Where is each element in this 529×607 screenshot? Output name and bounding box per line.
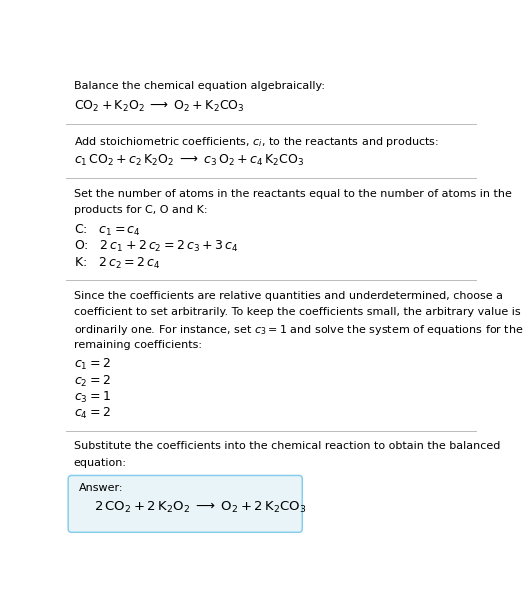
Text: $c_2 = 2$: $c_2 = 2$ xyxy=(74,373,110,388)
Text: remaining coefficients:: remaining coefficients: xyxy=(74,339,202,350)
Text: $c_1 = 2$: $c_1 = 2$ xyxy=(74,358,110,373)
Text: products for C, O and K:: products for C, O and K: xyxy=(74,205,207,215)
Text: O:   $2\,c_1 + 2\,c_2 = 2\,c_3 + 3\,c_4$: O: $2\,c_1 + 2\,c_2 = 2\,c_3 + 3\,c_4$ xyxy=(74,239,238,254)
Text: $c_3 = 1$: $c_3 = 1$ xyxy=(74,390,111,405)
Text: Set the number of atoms in the reactants equal to the number of atoms in the: Set the number of atoms in the reactants… xyxy=(74,189,512,199)
Text: K:   $2\,c_2 = 2\,c_4$: K: $2\,c_2 = 2\,c_4$ xyxy=(74,256,160,271)
Text: ordinarily one. For instance, set $c_3 = 1$ and solve the system of equations fo: ordinarily one. For instance, set $c_3 =… xyxy=(74,324,523,337)
Text: $\mathrm{CO_2 + K_2O_2 \;\longrightarrow\; O_2 + K_2CO_3}$: $\mathrm{CO_2 + K_2O_2 \;\longrightarrow… xyxy=(74,99,244,114)
Text: Balance the chemical equation algebraically:: Balance the chemical equation algebraica… xyxy=(74,81,324,91)
Text: equation:: equation: xyxy=(74,458,126,467)
Text: Since the coefficients are relative quantities and underdetermined, choose a: Since the coefficients are relative quan… xyxy=(74,291,503,301)
Text: Answer:: Answer: xyxy=(79,483,123,493)
Text: C:   $c_1 = c_4$: C: $c_1 = c_4$ xyxy=(74,223,140,239)
Text: Substitute the coefficients into the chemical reaction to obtain the balanced: Substitute the coefficients into the che… xyxy=(74,441,500,452)
Text: Add stoichiometric coefficients, $c_i$, to the reactants and products:: Add stoichiometric coefficients, $c_i$, … xyxy=(74,135,439,149)
Text: $c_4 = 2$: $c_4 = 2$ xyxy=(74,406,110,421)
Text: coefficient to set arbitrarily. To keep the coefficients small, the arbitrary va: coefficient to set arbitrarily. To keep … xyxy=(74,307,520,317)
Text: $c_1\,\mathrm{CO_2} + c_2\,\mathrm{K_2O_2} \;\longrightarrow\; c_3\,\mathrm{O_2}: $c_1\,\mathrm{CO_2} + c_2\,\mathrm{K_2O_… xyxy=(74,153,304,168)
Text: $2\,\mathrm{CO_2} + 2\,\mathrm{K_2O_2} \;\longrightarrow\; \mathrm{O_2} + 2\,\ma: $2\,\mathrm{CO_2} + 2\,\mathrm{K_2O_2} \… xyxy=(94,500,306,515)
FancyBboxPatch shape xyxy=(68,475,302,532)
